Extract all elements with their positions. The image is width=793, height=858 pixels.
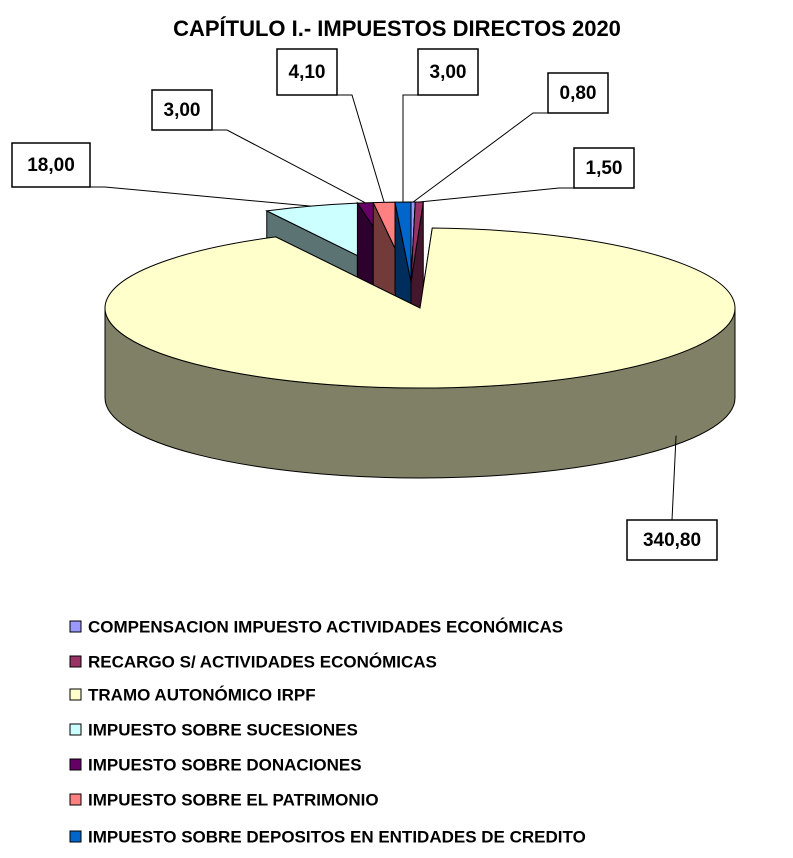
leader-line: [337, 94, 385, 203]
data-label: 3,00: [164, 100, 201, 121]
data-label: 0,80: [560, 83, 597, 104]
legend-swatch: [69, 793, 82, 806]
leader-line: [90, 186, 311, 207]
leader-line: [212, 129, 366, 204]
label-box: [626, 519, 718, 561]
legend-swatch: [69, 723, 82, 736]
legend-label: COMPENSACION IMPUESTO ACTIVIDADES ECONÓM…: [88, 617, 563, 636]
legend-swatch: [69, 830, 82, 843]
leader-line: [412, 112, 548, 203]
data-label: 18,00: [27, 155, 75, 176]
legend-label: IMPUESTO SOBRE EL PATRIMONIO: [88, 790, 379, 809]
label-box: [547, 72, 609, 114]
leader-line: [402, 94, 418, 203]
label-box: [11, 142, 91, 188]
data-label: 4,10: [289, 62, 326, 83]
data-label: 3,00: [430, 62, 467, 83]
leader-line: [419, 187, 574, 203]
leader-line: [671, 435, 677, 521]
chart-title: CAPÍTULO I.- IMPUESTOS DIRECTOS 2020: [173, 16, 621, 41]
data-label: 1,50: [586, 158, 623, 179]
legend-label: IMPUESTO SOBRE DEPOSITOS EN ENTIDADES DE…: [88, 827, 586, 846]
legend-label: IMPUESTO SOBRE DONACIONES: [88, 755, 362, 774]
legend-label: IMPUESTO SOBRE SUCESIONES: [88, 720, 358, 739]
data-label: 340,80: [643, 530, 701, 551]
legend-swatch: [69, 620, 82, 633]
legend: COMPENSACION IMPUESTO ACTIVIDADES ECONÓM…: [69, 617, 586, 846]
legend-label: TRAMO AUTONÓMICO IRPF: [88, 685, 316, 704]
legend-swatch: [69, 655, 82, 668]
label-box: [573, 147, 635, 189]
legend-swatch: [69, 688, 82, 701]
label-box: [276, 48, 338, 96]
label-box: [417, 48, 479, 96]
slice: [104, 227, 736, 389]
label-box: [151, 89, 213, 131]
legend-swatch: [69, 758, 82, 771]
legend-label: RECARGO S/ ACTIVIDADES ECONÓMICAS: [88, 652, 437, 671]
pie: [104, 201, 736, 479]
data-labels: 0,80 1,50 340,80 18,00 3,00 4,10 3,00: [11, 48, 718, 561]
